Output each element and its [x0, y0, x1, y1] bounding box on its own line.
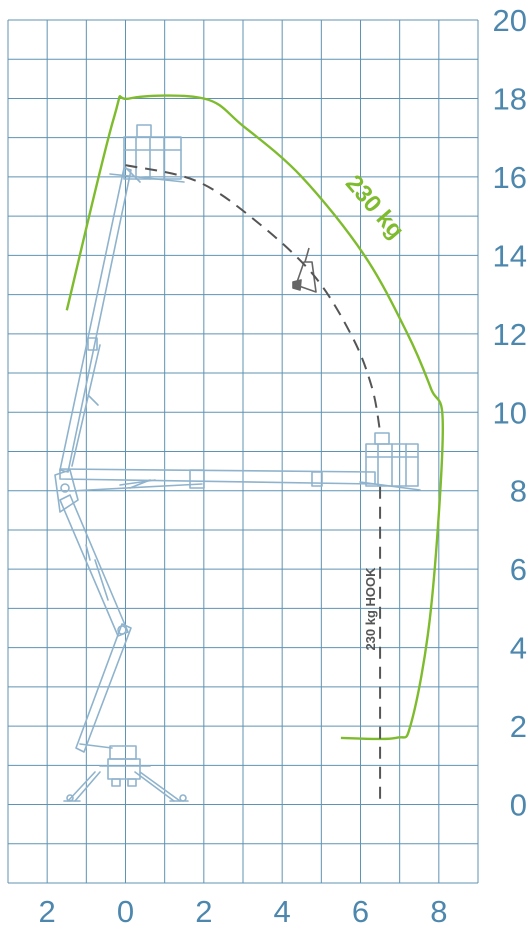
reach-arc [125, 164, 382, 433]
y-tick-label: 4 [510, 631, 527, 666]
y-tick-label: 2 [510, 709, 527, 744]
aerial-platform-drawing [54, 124, 421, 802]
raised-boom [59, 167, 141, 473]
y-tick-label: 8 [510, 474, 527, 509]
y-tick-label: 20 [493, 3, 527, 38]
y-tick-label: 18 [493, 81, 527, 116]
x-tick-label: 2 [39, 894, 56, 928]
y-tick-label: 6 [510, 552, 527, 587]
hook-icon [292, 247, 317, 293]
x-axis-ticks: 2 0 2 4 6 8 [39, 894, 448, 928]
y-tick-label: 14 [493, 238, 527, 273]
basket-side [359, 432, 421, 491]
y-tick-label: 12 [493, 317, 527, 352]
lower-boom [54, 469, 132, 753]
x-tick-label: 2 [195, 894, 212, 928]
y-tick-label: 10 [493, 395, 527, 430]
y-tick-label: 16 [493, 160, 527, 195]
horizontal-boom [59, 468, 376, 492]
basket-top [109, 124, 185, 183]
x-tick-label: 8 [430, 894, 447, 928]
hook-label: 230 kg HOOK [363, 567, 378, 651]
outrigger-base [63, 745, 189, 802]
grid [7, 19, 479, 884]
x-tick-label: 6 [352, 894, 369, 928]
y-tick-label: 0 [510, 788, 527, 823]
x-tick-label: 4 [274, 894, 291, 928]
envelope-label: 230 kg [340, 170, 409, 244]
load-envelope-230kg [65, 94, 444, 741]
x-tick-label: 0 [117, 894, 134, 928]
